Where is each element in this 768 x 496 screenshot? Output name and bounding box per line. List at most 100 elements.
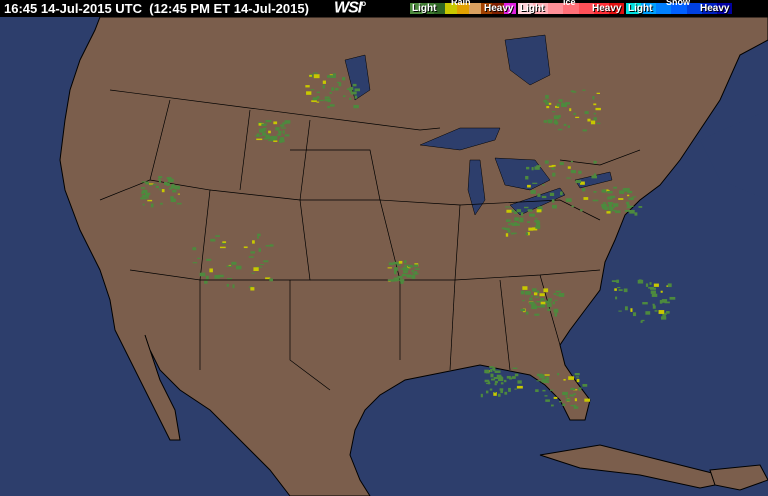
radar-echo: [350, 91, 357, 95]
radar-echo: [669, 296, 676, 300]
radar-echo: [543, 379, 548, 383]
legend-swatch: [457, 3, 469, 14]
radar-echo: [503, 227, 510, 231]
legend-ice-heavy: Heavy: [592, 3, 622, 14]
radar-echo: [618, 310, 622, 312]
radar-echo: [393, 278, 398, 282]
radar-echo: [531, 304, 536, 307]
radar-echo: [219, 246, 226, 249]
legend-rain-light: Light: [412, 3, 437, 14]
radar-echo: [508, 223, 511, 226]
radar-echo: [206, 258, 212, 261]
radar-echo: [209, 268, 213, 273]
radar-echo: [398, 275, 403, 279]
radar-echo: [652, 305, 656, 309]
radar-echo: [575, 179, 581, 184]
radar-echo: [316, 101, 320, 103]
radar-echo: [557, 128, 563, 131]
radar-echo: [660, 290, 663, 293]
radar-echo: [625, 201, 630, 205]
radar-echo: [309, 74, 312, 77]
radar-echo: [397, 276, 403, 278]
radar-echo: [564, 102, 571, 105]
radar-echo: [414, 268, 420, 270]
radar-echo: [331, 87, 334, 91]
radar-echo: [487, 381, 491, 385]
radar-echo: [627, 190, 633, 194]
radar-echo: [592, 96, 595, 100]
radar-echo: [664, 301, 670, 304]
radar-echo: [583, 197, 589, 200]
radar-echo: [563, 378, 566, 381]
radar-echo: [640, 320, 643, 323]
radar-echo: [570, 404, 575, 407]
radar-echo: [580, 209, 583, 212]
radar-echo: [624, 306, 628, 311]
radar-echo: [500, 382, 504, 385]
radar-echo: [512, 367, 518, 369]
radar-echo: [258, 248, 261, 252]
radar-echo: [176, 202, 182, 205]
radar-echo: [593, 103, 597, 106]
radar-echo: [275, 127, 280, 131]
legend-swatch: [716, 3, 732, 14]
radar-echo: [507, 229, 511, 233]
radar-echo: [313, 72, 318, 74]
radar-echo: [393, 267, 398, 271]
radar-echo: [486, 382, 491, 385]
radar-echo: [545, 94, 549, 99]
radar-echo: [530, 190, 536, 194]
radar-echo: [532, 303, 537, 305]
radar-echo: [569, 394, 575, 397]
radar-echo: [638, 279, 642, 283]
legend-swatch: [578, 3, 594, 14]
radar-echo: [554, 313, 558, 317]
radar-echo: [545, 399, 550, 402]
radar-echo: [602, 202, 607, 204]
legend-swatch: [445, 3, 458, 14]
radar-echo: [545, 101, 550, 105]
radar-echo: [511, 210, 515, 213]
radar-echo: [501, 227, 506, 230]
legend-swatch: [421, 3, 434, 14]
radar-echo: [567, 166, 571, 169]
radar-echo: [570, 388, 576, 391]
radar-echo: [256, 138, 263, 141]
radar-echo: [593, 173, 597, 177]
radar-echo: [176, 186, 180, 188]
radar-echo: [150, 203, 154, 208]
radar-echo: [342, 77, 346, 81]
radar-echo: [514, 217, 519, 221]
radar-echo: [578, 170, 582, 174]
radar-echo: [142, 189, 148, 193]
radar-echo: [349, 87, 354, 91]
radar-echo: [310, 89, 315, 91]
radar-echo: [236, 265, 242, 270]
legend-rain: [410, 3, 517, 14]
radar-echo: [561, 103, 568, 108]
radar-echo: [565, 198, 572, 202]
radar-echo: [568, 376, 575, 380]
radar-echo: [496, 374, 502, 378]
radar-echo: [248, 286, 253, 288]
radar-echo: [618, 289, 623, 291]
radar-echo: [398, 260, 403, 264]
radar-echo: [353, 104, 359, 109]
radar-echo: [543, 120, 548, 123]
radar-echo: [199, 272, 206, 277]
radar-echo: [661, 299, 668, 302]
radar-echo: [221, 242, 226, 245]
radar-echo: [632, 196, 637, 198]
radar-echo: [170, 198, 176, 203]
radar-echo: [404, 260, 407, 264]
radar-echo: [638, 206, 643, 208]
radar-echo: [516, 223, 520, 226]
radar-echo: [617, 286, 621, 289]
radar-echo: [480, 393, 483, 398]
legend-swatch: [480, 3, 493, 14]
radar-echo: [399, 279, 405, 282]
radar-echo: [494, 383, 497, 386]
radar-echo: [557, 372, 560, 376]
radar-echo: [388, 262, 394, 266]
radar-echo: [537, 206, 543, 211]
